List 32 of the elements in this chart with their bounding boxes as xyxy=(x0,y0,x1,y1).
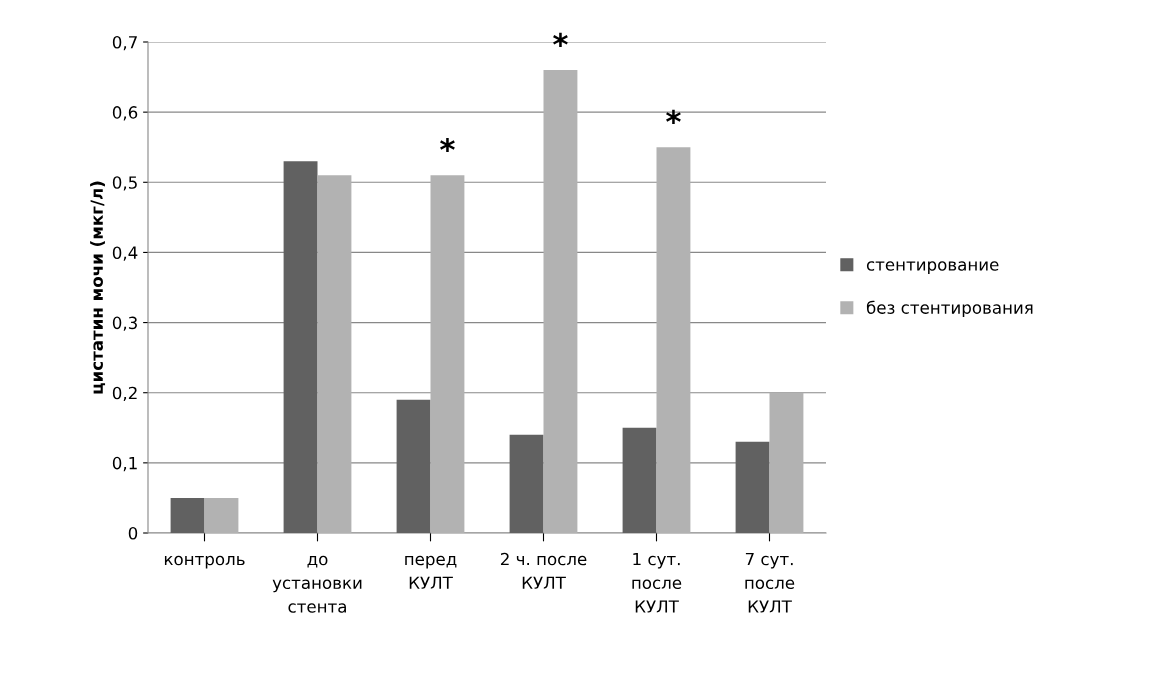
x-tick-label: 1 сут. после КУЛТ xyxy=(632,552,682,613)
y-tick-label: 0 xyxy=(128,526,138,540)
x-tick-label: контроль xyxy=(164,555,245,569)
bar xyxy=(430,175,465,533)
bar xyxy=(622,427,657,533)
annotation: * xyxy=(440,137,455,153)
annotation: * xyxy=(553,32,568,47)
y-tick-label: 0,4 xyxy=(112,246,138,261)
x-tick-label: до установки стента xyxy=(272,555,362,613)
x-tick-label: 7 сут. после КУЛТ xyxy=(745,552,795,613)
bar xyxy=(170,497,205,533)
x-tick-label: 2 ч. после КУЛТ xyxy=(500,552,587,589)
y-tick-label: 0,6 xyxy=(112,106,138,121)
y-tick-label: 0,1 xyxy=(112,456,137,472)
bar xyxy=(317,175,352,533)
bar xyxy=(283,161,318,533)
x-tick-label: перед КУЛТ xyxy=(405,555,457,589)
bar xyxy=(509,434,544,533)
y-tick-label: 0,3 xyxy=(112,316,137,331)
bar xyxy=(735,441,770,533)
y-tick-label: 0,5 xyxy=(112,176,137,191)
y-tick-label: 0,7 xyxy=(112,35,137,51)
annotation: * xyxy=(666,109,681,125)
legend-label: без стентирования xyxy=(866,300,1033,318)
bar xyxy=(204,497,239,533)
y-tick-label: 0,2 xyxy=(112,386,137,401)
y-axis-title: цистатин мочи (мкг/л) xyxy=(90,181,106,394)
bar xyxy=(769,392,804,533)
bar xyxy=(396,399,431,533)
bar xyxy=(543,70,578,533)
bar xyxy=(656,147,691,533)
legend-label: стентирование xyxy=(866,261,999,275)
